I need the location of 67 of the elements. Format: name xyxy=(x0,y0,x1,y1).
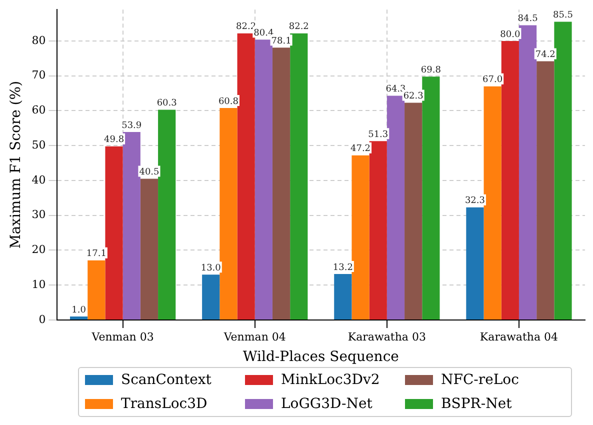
data-label: 80.0 xyxy=(500,30,520,40)
bar xyxy=(352,155,370,320)
bar xyxy=(334,274,352,320)
bar xyxy=(404,102,422,320)
y-tick-label: 40 xyxy=(32,173,46,186)
bar xyxy=(484,86,502,320)
bar xyxy=(290,33,308,320)
y-tick-label: 10 xyxy=(32,278,46,291)
data-label: 60.3 xyxy=(156,98,178,109)
data-label: 32.3 xyxy=(464,196,486,206)
data-label: 60.8 xyxy=(218,96,239,107)
legend-label: MinkLoc3Dv2 xyxy=(281,372,380,388)
bar xyxy=(554,22,572,320)
y-tick-label: 80 xyxy=(32,34,46,47)
bar xyxy=(536,61,554,320)
data-label: 40.5 xyxy=(139,168,160,178)
bar xyxy=(386,96,405,320)
x-tick-label: Karawatha 04 xyxy=(480,330,558,344)
bar xyxy=(466,207,484,320)
y-axis-title: Maximum F1 Score (%) xyxy=(8,80,24,249)
legend-label: BSPR-Net xyxy=(441,396,512,412)
data-label: 67.0 xyxy=(482,75,503,86)
bar xyxy=(140,178,158,320)
data-label: 13.0 xyxy=(200,264,222,274)
data-label: 13.2 xyxy=(332,262,353,273)
y-tick-label: 70 xyxy=(32,68,46,82)
bar xyxy=(422,76,440,320)
bar xyxy=(369,141,387,320)
bar xyxy=(122,132,140,320)
legend-label: NFC-reLoc xyxy=(441,372,519,388)
x-tick-label: Venman 03 xyxy=(90,330,154,344)
x-axis-title: Wild-Places Sequence xyxy=(242,349,399,366)
bar xyxy=(88,260,106,320)
data-label: 82.2 xyxy=(288,22,309,32)
data-label: 80.4 xyxy=(254,28,274,38)
bar xyxy=(70,316,88,320)
bar xyxy=(237,33,255,320)
data-label: 85.5 xyxy=(552,10,574,21)
data-label: 1.0 xyxy=(72,305,86,316)
bar xyxy=(501,40,519,320)
data-label: 84.5 xyxy=(518,14,538,24)
legend-label: LoGG3D-Net xyxy=(281,396,372,412)
bar xyxy=(158,110,176,320)
data-label: 74.2 xyxy=(535,50,556,60)
legend-label: TransLoc3D xyxy=(121,396,208,412)
legend-label: ScanContext xyxy=(121,372,212,388)
x-tick-label: Karawatha 03 xyxy=(348,330,426,344)
y-tick-label: 30 xyxy=(32,208,46,222)
data-label: 51.3 xyxy=(368,130,388,140)
data-label: 62.3 xyxy=(403,92,424,102)
data-label: 47.2 xyxy=(350,144,371,154)
data-label: 69.8 xyxy=(420,65,442,76)
y-tick-label: 0 xyxy=(38,312,46,326)
bar xyxy=(105,146,123,320)
bar xyxy=(518,25,537,320)
data-label: 78.1 xyxy=(271,36,292,46)
bar xyxy=(272,48,290,320)
data-label: 53.9 xyxy=(122,120,142,131)
bar xyxy=(220,108,238,320)
y-tick-label: 20 xyxy=(32,243,46,256)
data-label: 17.1 xyxy=(86,249,106,260)
y-tick-label: 50 xyxy=(32,138,46,152)
x-tick-label: Venman 04 xyxy=(222,330,286,344)
bar xyxy=(254,40,272,320)
y-tick-label: 60 xyxy=(32,104,46,117)
data-label: 49.8 xyxy=(104,135,124,146)
bar xyxy=(202,274,220,320)
